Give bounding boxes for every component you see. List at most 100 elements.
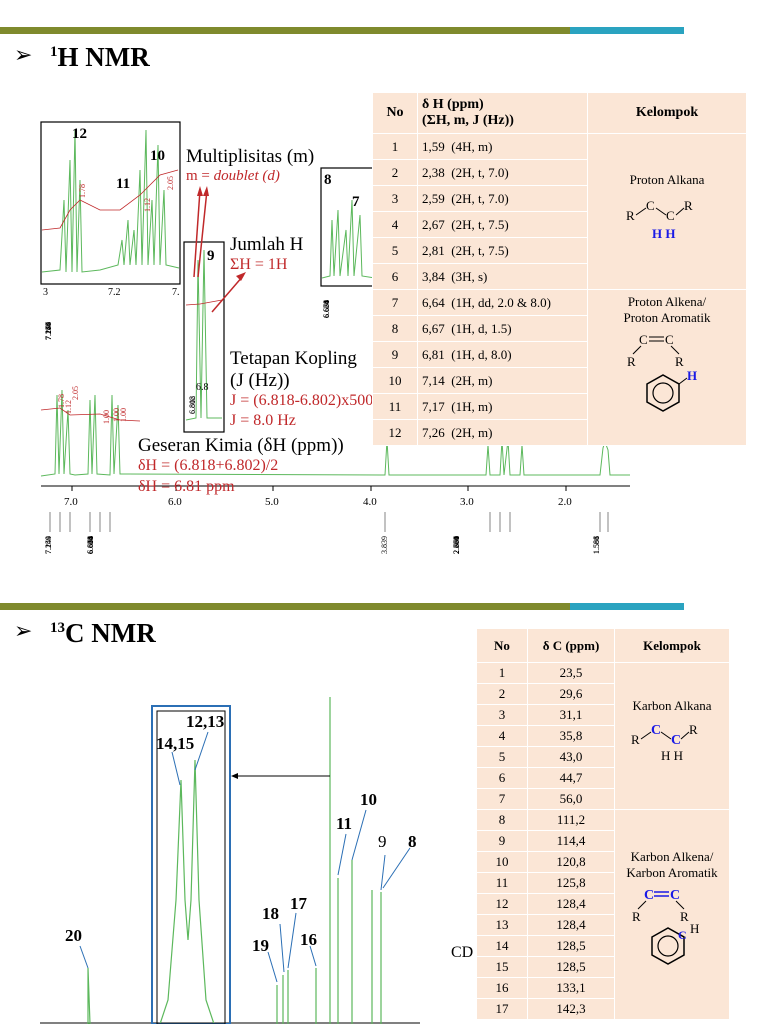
group-label: Karbon Alkena/ — [630, 848, 714, 864]
inset-box-aromatic — [40, 121, 181, 285]
group-label: Karbon Aromatik — [626, 864, 718, 880]
row-shift: 114,4 — [527, 830, 615, 852]
shift-detail: (1H, d, 8.0) — [451, 346, 512, 362]
table-row: 10 7,14 (2H, m) — [372, 367, 747, 394]
header-no: No — [372, 92, 418, 134]
svg-text:R: R — [632, 909, 641, 924]
shift-value: 6,81 — [422, 346, 445, 362]
top-divider-accent — [570, 27, 684, 34]
row-no: 2 — [372, 159, 418, 186]
h1-main-integral — [40, 407, 141, 422]
header-no: No — [476, 628, 528, 663]
coupling-value: J = 8.0 Hz — [230, 412, 296, 429]
shift-detail: (1H, dd, 2.0 & 8.0) — [451, 294, 551, 310]
row-shift: 2,67 (2H, t, 7.5) — [417, 211, 588, 238]
table-row: 7 56,0 — [476, 788, 730, 810]
row-shift: 128,4 — [527, 893, 615, 915]
shift-value: 7,26 — [422, 424, 445, 440]
shift-value: 2,81 — [422, 242, 445, 258]
inset-label-8: 8 — [324, 172, 332, 188]
peak-value: 7.135 — [44, 322, 53, 340]
inset-aromatic-trace — [41, 129, 180, 273]
row-no: 5 — [372, 237, 418, 264]
group-label: Proton Alkana — [629, 171, 705, 187]
svg-text:H H: H H — [652, 226, 675, 241]
svg-text:R: R — [627, 354, 636, 369]
svg-text:H H: H H — [661, 748, 683, 763]
peak-value: 6.634 — [322, 300, 331, 318]
group-label: Karbon Alkana — [632, 698, 712, 713]
group-alkane: Proton Alkana R C C R H H — [587, 133, 747, 290]
header-shift-line2: (ΣH, m, J (Hz)) — [422, 113, 514, 128]
row-shift: 128,5 — [527, 935, 615, 957]
c13-peak-label: 12,13 — [186, 712, 225, 731]
coupling-title: Tetapan Kopling — [230, 348, 357, 369]
row-shift: 43,0 — [527, 746, 615, 768]
h1-main-trace — [40, 389, 630, 477]
inset-tick-6-8: 6.8 — [196, 382, 209, 393]
header-shift-line1: δ H (ppm) — [422, 97, 484, 112]
shift-detail: (2H, t, 7.5) — [451, 242, 509, 258]
c13-peak-label: 18 — [262, 904, 279, 923]
table-row: 11 7,17 (1H, m) — [372, 393, 747, 420]
svg-text:R: R — [680, 909, 689, 924]
integral-label: 2.05 — [166, 176, 175, 190]
row-no: 13 — [476, 914, 528, 936]
c13-nmr-heading: 13C NMR — [50, 618, 156, 649]
table-row: 12 7,26 (2H, m) — [372, 419, 747, 446]
axis-tick: 7.0 — [64, 496, 78, 508]
row-shift: 23,5 — [527, 662, 615, 684]
row-no: 6 — [476, 767, 528, 789]
svg-text:R: R — [675, 354, 684, 369]
svg-text:C: C — [666, 208, 675, 223]
row-no: 10 — [372, 367, 418, 394]
peak-value: 6.802 — [188, 396, 197, 414]
axis-tick: 2.0 — [558, 496, 572, 508]
multiplicity-value: m = doublet (d) — [186, 168, 280, 185]
row-no: 8 — [372, 315, 418, 342]
row-no: 8 — [476, 809, 528, 831]
coupling-formula: J = (6.818-6.802)x500 — [230, 392, 372, 409]
row-shift: 6,64 (1H, dd, 2.0 & 8.0) — [417, 289, 588, 316]
mid-divider-accent — [570, 603, 684, 610]
shift-value: 3,84 — [422, 268, 445, 284]
c13-zoom-box-outer — [151, 705, 231, 1024]
shift-detail: (2H, t, 7.0) — [451, 190, 509, 206]
row-shift: 56,0 — [527, 788, 615, 810]
row-no: 1 — [372, 133, 418, 160]
inset-tick-3: 3 — [43, 287, 48, 298]
table-row: 13 128,4 — [476, 914, 730, 936]
c13-peak-label: 10 — [360, 790, 377, 809]
row-no: 3 — [476, 704, 528, 726]
bullet-arrow-icon: ➢ — [14, 619, 33, 644]
row-no: 17 — [476, 998, 528, 1020]
alkene-aromatic-structure-icon: C C R R C H — [632, 888, 699, 965]
header-shift: δ C (ppm) — [527, 628, 615, 663]
row-no: 11 — [476, 872, 528, 894]
svg-text:R: R — [684, 198, 693, 213]
shift-detail: (2H, m) — [451, 372, 493, 388]
group-alkene-aromatic: Karbon Alkena/ Karbon Aromatik C C R R C… — [614, 809, 730, 1020]
axis-tick: 5.0 — [265, 496, 279, 508]
svg-text:R: R — [689, 722, 698, 737]
row-shift: 125,8 — [527, 872, 615, 894]
svg-text:C: C — [671, 733, 681, 748]
multiplicity-title: Multiplisitas (m) — [186, 146, 315, 167]
row-no: 9 — [476, 830, 528, 852]
row-shift: 7,26 (2H, m) — [417, 419, 588, 446]
shift-value: 7,14 — [422, 372, 445, 388]
row-shift: 31,1 — [527, 704, 615, 726]
inset-box-h9 — [183, 241, 225, 433]
table-row: 5 43,0 — [476, 746, 730, 768]
integral-label: 1.00 — [119, 408, 128, 422]
svg-text:C: C — [665, 332, 674, 347]
group-label: Proton Alkena/ — [627, 294, 707, 309]
peak-value: 7.149 — [44, 536, 53, 554]
inset-label-10: 10 — [150, 148, 165, 164]
inset-label-11: 11 — [116, 176, 131, 192]
inset-label-7: 7 — [352, 194, 360, 210]
table-row: 8 111,2 Karbon Alkena/ Karbon Aromatik C… — [476, 809, 730, 1020]
heading-text: C NMR — [65, 618, 156, 648]
row-no: 11 — [372, 393, 418, 420]
integral-label: 1.00 — [102, 410, 111, 424]
